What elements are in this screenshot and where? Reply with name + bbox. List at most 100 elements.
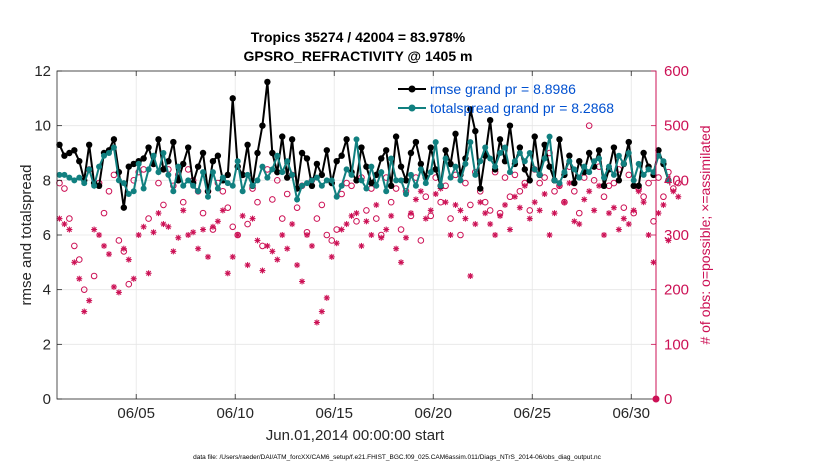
totalspread-point	[615, 152, 622, 159]
obs-assimilated-point	[625, 221, 632, 228]
obs-assimilated-point	[457, 207, 464, 214]
asterisk-stroke	[259, 267, 266, 274]
x-tick-label: 06/25	[513, 405, 551, 422]
rmse-point	[120, 204, 128, 211]
rmse-point	[61, 152, 68, 159]
y-right-tick-label: 600	[664, 63, 689, 80]
obs-assimilated-point	[511, 193, 518, 200]
totalspread-point	[601, 174, 608, 181]
asterisk-stroke	[264, 243, 270, 249]
obs-assimilated-point	[581, 196, 588, 203]
asterisk-stroke	[279, 232, 285, 238]
asterisk-stroke	[650, 259, 657, 265]
totalspread-point	[294, 196, 301, 203]
asterisk-stroke	[512, 194, 518, 200]
totalspread-point	[482, 144, 489, 151]
obs-assimilated-point	[219, 207, 226, 214]
y-left-tick-label: 10	[34, 118, 51, 135]
obs-assimilated-point	[447, 232, 454, 238]
totalspread-point	[596, 155, 603, 162]
totalspread-point	[56, 171, 63, 178]
totalspread-point	[165, 171, 172, 178]
obs-assimilated-point	[145, 270, 152, 277]
obs-assimilated-point	[303, 232, 310, 238]
legend-rmse-marker	[408, 85, 416, 93]
obs-assimilated-point	[640, 199, 647, 206]
obs-possible-point	[318, 201, 326, 209]
obs-assimilated-point	[105, 251, 112, 258]
obs-assimilated-point	[170, 248, 177, 255]
obs-possible-point	[66, 215, 73, 222]
asterisk-stroke	[398, 259, 404, 265]
totalspread-point	[506, 169, 513, 176]
asterisk-stroke	[155, 210, 162, 216]
obs-assimilated-point	[155, 210, 162, 217]
obs-possible-point	[387, 198, 395, 206]
obs-assimilated-point	[175, 234, 182, 241]
rmse-point	[209, 158, 217, 165]
asterisk-stroke	[344, 221, 350, 227]
totalspread-point	[214, 185, 221, 192]
rmse-point	[110, 136, 118, 143]
obs-possible-point	[313, 215, 321, 222]
totalspread-point	[145, 166, 152, 173]
obs-possible-point	[536, 179, 543, 187]
obs-possible-point	[278, 215, 286, 222]
obs-assimilated-point	[576, 221, 583, 228]
obs-assimilated-point	[482, 210, 489, 217]
asterisk-stroke	[616, 226, 622, 233]
obs-possible-point	[273, 177, 281, 184]
asterisk-stroke	[551, 210, 558, 216]
totalspread-point	[368, 163, 375, 170]
asterisk-stroke	[249, 216, 256, 222]
asterisk-stroke	[131, 276, 137, 282]
rmse-point	[308, 182, 316, 189]
totalspread-point	[308, 177, 315, 184]
totalspread-point	[229, 182, 236, 189]
obs-possible-point	[571, 187, 578, 195]
rmse-point	[477, 185, 484, 192]
obs-assimilated-point	[546, 232, 553, 238]
totalspread-point	[407, 171, 414, 178]
totalspread-point	[279, 169, 286, 176]
totalspread-point	[635, 160, 642, 167]
asterisk-stroke	[546, 232, 553, 238]
obs-assimilated-point	[442, 199, 449, 206]
totalspread-point	[398, 177, 405, 184]
rmse-point	[165, 158, 172, 165]
totalspread-point	[96, 163, 103, 170]
obs-assimilated-point	[130, 275, 137, 282]
totalspread-point	[269, 166, 276, 173]
rmse-point	[595, 147, 603, 154]
asterisk-stroke	[645, 232, 652, 238]
obs-assimilated-point	[56, 215, 63, 222]
totalspread-point	[620, 160, 627, 167]
obs-assimilated-point	[209, 223, 216, 230]
obs-possible-point	[373, 215, 380, 222]
legend: rmse grand pr = 8.8986 totalspread grand…	[398, 81, 614, 116]
obs-assimilated-point	[383, 226, 390, 233]
rmse-point	[145, 144, 152, 151]
x-tick-label: 06/15	[315, 405, 353, 422]
obs-assimilated-point	[422, 215, 429, 222]
legend-spread-marker	[408, 104, 416, 112]
rmse-point	[486, 117, 494, 124]
asterisk-stroke	[329, 254, 335, 260]
x-tick-label: 06/30	[612, 405, 650, 422]
rmse-point	[199, 149, 207, 157]
asterisk-stroke	[393, 246, 399, 252]
asterisk-stroke	[254, 237, 261, 244]
asterisk-stroke	[670, 188, 676, 194]
totalspread-point	[299, 182, 306, 189]
y-axis-left-label: rmse and totalspread	[18, 165, 35, 306]
rmse-point	[615, 177, 623, 184]
obs-assimilated-point	[412, 196, 419, 203]
totalspread-point	[244, 171, 251, 178]
y-right-tick-label: 400	[664, 172, 689, 189]
totalspread-point	[417, 166, 424, 173]
rmse-point	[383, 147, 390, 154]
asterisk-stroke	[665, 237, 671, 244]
totalspread-point	[190, 182, 197, 189]
asterisk-stroke	[596, 183, 602, 189]
obs-possible-point	[541, 174, 548, 181]
